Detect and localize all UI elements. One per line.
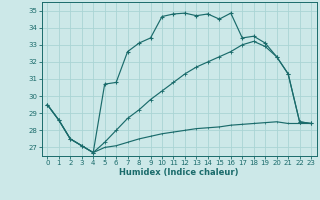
X-axis label: Humidex (Indice chaleur): Humidex (Indice chaleur) — [119, 168, 239, 177]
